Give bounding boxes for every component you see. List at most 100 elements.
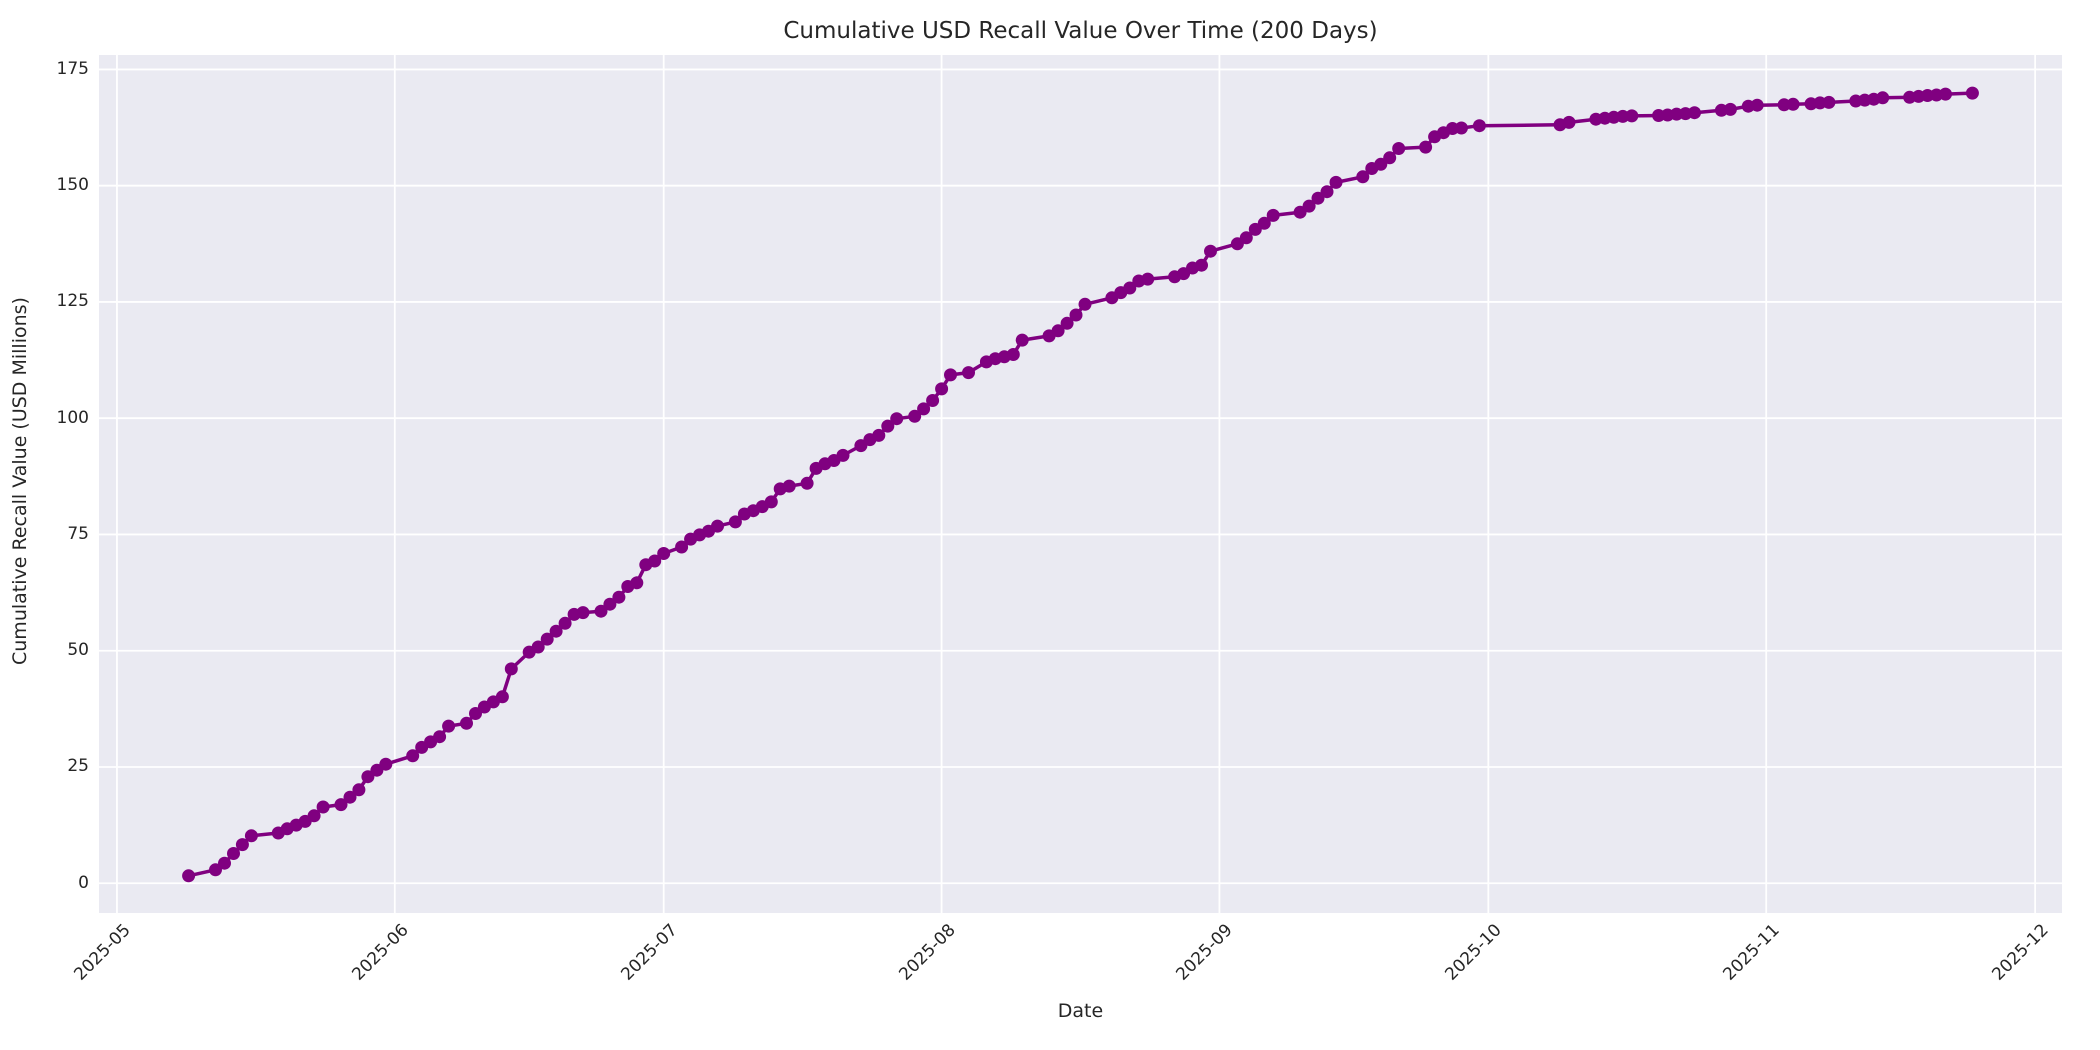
x-tick-label: 2025-07 — [616, 920, 682, 985]
data-point-marker — [1078, 297, 1092, 311]
data-point-marker — [1006, 348, 1020, 361]
plot-area — [99, 55, 2062, 913]
data-point-marker — [657, 547, 671, 560]
data-line — [186, 91, 1975, 878]
data-point-marker — [531, 640, 545, 654]
data-point-marker — [728, 515, 742, 529]
data-point-marker — [1051, 324, 1065, 338]
chart-title: Cumulative USD Recall Value Over Time (2… — [783, 18, 1378, 44]
y-axis-label: Cumulative Recall Value (USD Millions) — [9, 297, 31, 665]
x-tick-label: 2025-05 — [70, 920, 135, 985]
data-point-marker — [612, 590, 626, 604]
x-tick-label: 2025-12 — [1988, 920, 2053, 985]
data-point-marker — [1419, 140, 1433, 154]
data-point-marker — [1329, 175, 1343, 189]
data-point-marker — [764, 495, 778, 509]
data-point-marker — [630, 576, 644, 590]
data-point-marker — [800, 476, 814, 490]
data-point-marker — [1786, 97, 1800, 111]
data-point-marker — [1750, 98, 1764, 112]
data-point-marker — [1239, 231, 1253, 245]
x-tick-label: 2025-11 — [1719, 920, 1784, 985]
y-tick-label: 0 — [78, 872, 89, 893]
data-point-marker — [872, 428, 886, 442]
data-point-marker — [1123, 281, 1137, 295]
y-tick-label: 100 — [56, 407, 89, 428]
data-point-marker — [962, 366, 975, 380]
data-point-marker — [495, 690, 509, 704]
data-point-marker — [1383, 151, 1397, 165]
data-point-marker — [1015, 333, 1029, 347]
data-point-marker — [469, 707, 482, 720]
data-point-marker — [576, 606, 590, 620]
data-point-marker — [504, 662, 518, 676]
data-point-marker — [944, 368, 957, 382]
y-tick-label: 125 — [56, 291, 89, 312]
data-point-marker — [1723, 102, 1737, 116]
data-point-marker — [307, 809, 321, 823]
y-tick-label: 50 — [67, 640, 89, 661]
data-point-marker — [352, 783, 366, 797]
x-axis-label: Date — [1057, 1000, 1104, 1022]
x-tick-label: 2025-06 — [348, 920, 413, 985]
data-point-marker — [1257, 216, 1271, 230]
data-point-marker — [1320, 185, 1334, 199]
data-point-marker — [235, 838, 249, 852]
data-point-marker — [182, 869, 196, 883]
data-point-marker — [334, 798, 348, 812]
data-point-marker — [1876, 91, 1890, 105]
x-tick-label: 2025-09 — [1172, 920, 1238, 985]
data-point-marker — [227, 847, 240, 860]
data-point-marker — [379, 757, 393, 771]
data-point-marker — [836, 448, 850, 462]
data-point-marker — [1069, 308, 1083, 322]
data-point-marker — [648, 554, 662, 568]
data-point-marker — [1266, 208, 1280, 222]
data-point-marker — [244, 829, 258, 843]
data-point-marker — [917, 402, 931, 416]
y-tick-label: 150 — [56, 175, 89, 196]
y-tick-label: 75 — [67, 523, 89, 544]
data-point-marker — [1688, 106, 1701, 120]
data-point-marker — [782, 479, 796, 493]
data-point-marker — [1562, 115, 1576, 129]
data-point-marker — [209, 863, 222, 877]
y-tick-label: 175 — [56, 58, 89, 79]
y-tick-label: 25 — [67, 756, 89, 777]
data-point-marker — [935, 382, 949, 396]
data-point-marker — [343, 790, 357, 804]
data-point-marker — [442, 719, 456, 733]
x-tick-label: 2025-10 — [1441, 920, 1507, 985]
data-point-marker — [890, 412, 904, 426]
data-point-marker — [1302, 199, 1316, 213]
data-point-marker — [1625, 109, 1639, 123]
data-point-marker — [1454, 121, 1468, 135]
data-point-marker — [460, 716, 473, 730]
data-point-marker — [433, 730, 447, 744]
data-point-marker — [1822, 95, 1836, 109]
data-point-marker — [1060, 316, 1074, 330]
data-point-marker — [603, 597, 617, 611]
data-point-marker — [1939, 87, 1952, 101]
data-point-marker — [594, 604, 608, 618]
data-point-marker — [1141, 272, 1155, 286]
line-chart — [99, 55, 2062, 913]
data-point-marker — [675, 540, 689, 554]
data-point-marker — [711, 519, 724, 533]
data-point-marker — [540, 632, 554, 646]
data-point-marker — [1204, 244, 1217, 258]
data-point-marker — [558, 616, 572, 630]
data-point-marker — [1311, 191, 1325, 205]
data-point-marker — [1472, 119, 1486, 133]
x-tick-label: 2025-08 — [894, 920, 960, 985]
data-point-marker — [1965, 86, 1979, 100]
data-point-marker — [881, 419, 895, 433]
data-point-marker — [549, 624, 563, 638]
data-point-marker — [926, 394, 940, 407]
data-point-marker — [406, 749, 420, 763]
data-point-marker — [218, 856, 231, 870]
data-point-marker — [361, 770, 375, 784]
data-point-marker — [316, 800, 330, 814]
data-point-marker — [1374, 157, 1388, 171]
